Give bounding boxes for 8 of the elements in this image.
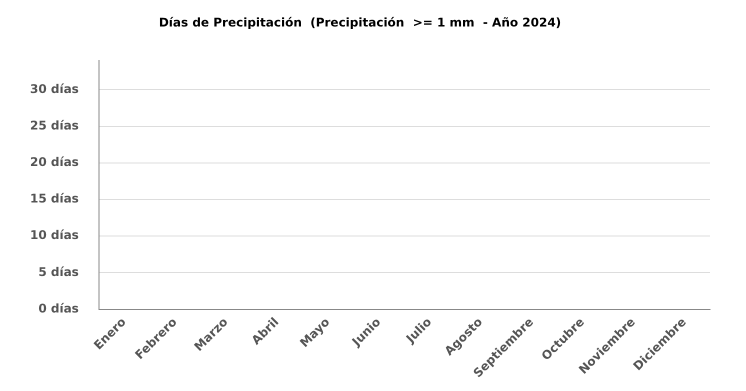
y-tick-label: 20 días bbox=[30, 155, 79, 170]
y-tick-label: 25 días bbox=[30, 118, 79, 132]
y-tick-label: 5 días bbox=[38, 264, 79, 279]
y-tick-label: 10 días bbox=[30, 228, 79, 242]
y-tick-label: 30 días bbox=[30, 82, 79, 96]
chart-title: Días de Precipitación (Precipitación >= 1 mm - Año 2024) bbox=[158, 15, 562, 30]
y-tick-label: 0 días bbox=[38, 301, 79, 316]
y-tick-label: 15 días bbox=[30, 192, 79, 206]
